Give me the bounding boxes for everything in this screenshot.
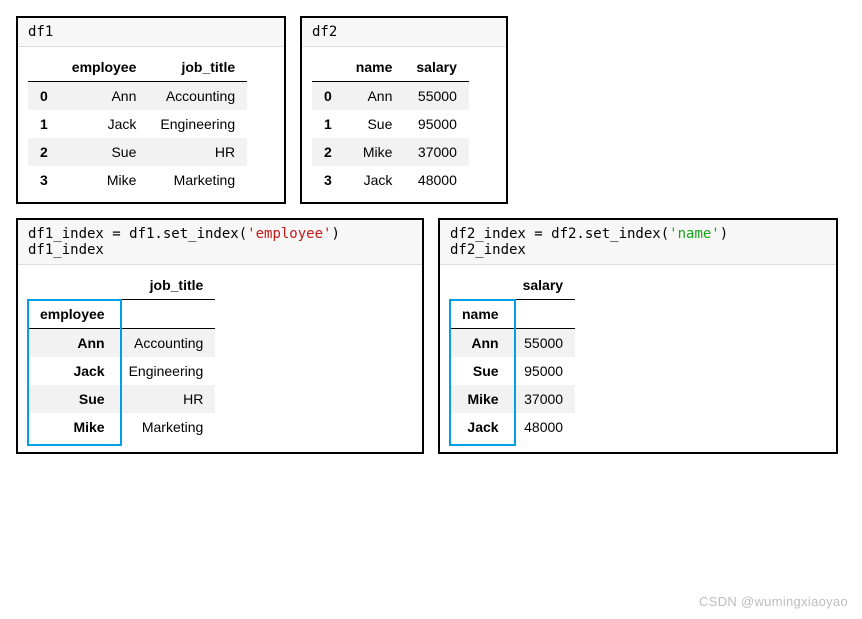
table-df2-index: salary name Ann 55000 Sue — [450, 271, 575, 441]
cell-salary: 55000 — [511, 328, 575, 357]
code-df1: df1 — [18, 18, 284, 47]
index-name-name: name — [450, 300, 511, 329]
row-index: Ann — [450, 328, 511, 357]
row-index: Jack — [28, 357, 117, 385]
cell-salary: 48000 — [511, 413, 575, 441]
row-index: 0 — [28, 82, 60, 111]
table-row: Sue 95000 — [450, 357, 575, 385]
indexed-table-wrap: salary name Ann 55000 Sue — [450, 271, 575, 441]
cell-salary: 95000 — [404, 110, 468, 138]
code-str: 'employee' — [247, 226, 331, 242]
panel-df1: df1 employee job_title 0 Ann Accounting — [16, 16, 286, 204]
table-df2: name salary 0 Ann 55000 1 Sue 95000 — [312, 53, 469, 194]
row-index: Sue — [450, 357, 511, 385]
table-row: 3 Mike Marketing — [28, 166, 247, 194]
row-index: Ann — [28, 328, 117, 357]
code-df1-index: df1_index = df1.set_index('employee') df… — [18, 220, 422, 265]
cell-name: Jack — [344, 166, 405, 194]
table-df1-index: job_title employee Ann Accounting — [28, 271, 215, 441]
corner-blank — [312, 53, 344, 82]
row-index: Jack — [450, 413, 511, 441]
table-row: 0 Ann Accounting — [28, 82, 247, 111]
row-index: 1 — [28, 110, 60, 138]
col-job_title: job_title — [117, 271, 216, 300]
row-index: 3 — [28, 166, 60, 194]
table-row: Ann 55000 — [450, 328, 575, 357]
code-str: 'name' — [669, 226, 720, 242]
cell-job_title: Accounting — [148, 82, 247, 111]
output-df2-index: salary name Ann 55000 Sue — [440, 265, 836, 452]
row-index: 2 — [312, 138, 344, 166]
row-index: Mike — [28, 413, 117, 441]
cell-job_title: Marketing — [117, 413, 216, 441]
col-job_title: job_title — [148, 53, 247, 82]
cell-job_title: HR — [117, 385, 216, 413]
index-name-employee: employee — [28, 300, 117, 329]
panel-df2-index: df2_index = df2.set_index('name') df2_in… — [438, 218, 838, 454]
cell-salary: 37000 — [511, 385, 575, 413]
bottom-row: df1_index = df1.set_index('employee') df… — [16, 218, 846, 454]
cell-salary: 95000 — [511, 357, 575, 385]
panel-df2: df2 name salary 0 Ann 55000 — [300, 16, 508, 204]
table-row: 2 Sue HR — [28, 138, 247, 166]
row-index: 2 — [28, 138, 60, 166]
cell-employee: Ann — [60, 82, 149, 111]
col-salary: salary — [404, 53, 468, 82]
output-df1: employee job_title 0 Ann Accounting 1 Ja… — [18, 47, 284, 202]
table-row: 0 Ann 55000 — [312, 82, 469, 111]
corner-blank — [28, 271, 117, 300]
col-name: name — [344, 53, 405, 82]
row-index: 1 — [312, 110, 344, 138]
cell-job_title: Accounting — [117, 328, 216, 357]
top-row: df1 employee job_title 0 Ann Accounting — [16, 16, 846, 204]
table-df1: employee job_title 0 Ann Accounting 1 Ja… — [28, 53, 247, 194]
table-row: 3 Jack 48000 — [312, 166, 469, 194]
cell-employee: Mike — [60, 166, 149, 194]
table-row: 1 Jack Engineering — [28, 110, 247, 138]
code-text: df2_index = df2.set_index( — [450, 226, 669, 242]
row-index: Sue — [28, 385, 117, 413]
cell-name: Sue — [344, 110, 405, 138]
row-index: Mike — [450, 385, 511, 413]
cell-job_title: Engineering — [117, 357, 216, 385]
cell-job_title: Engineering — [148, 110, 247, 138]
output-df1-index: job_title employee Ann Accounting — [18, 265, 422, 452]
table-row: 2 Mike 37000 — [312, 138, 469, 166]
cell-employee: Jack — [60, 110, 149, 138]
table-row: Jack 48000 — [450, 413, 575, 441]
corner-blank — [28, 53, 60, 82]
cell-salary: 37000 — [404, 138, 468, 166]
cell-employee: Sue — [60, 138, 149, 166]
row-index: 0 — [312, 82, 344, 111]
watermark: CSDN @wumingxiaoyao — [699, 594, 848, 609]
table-row: Mike Marketing — [28, 413, 215, 441]
col-salary: salary — [511, 271, 575, 300]
cell-name: Ann — [344, 82, 405, 111]
table-row: 1 Sue 95000 — [312, 110, 469, 138]
cell-salary: 48000 — [404, 166, 468, 194]
blank-header — [117, 300, 216, 329]
cell-job_title: HR — [148, 138, 247, 166]
table-row: Mike 37000 — [450, 385, 575, 413]
col-employee: employee — [60, 53, 149, 82]
cell-name: Mike — [344, 138, 405, 166]
code-df2: df2 — [302, 18, 506, 47]
cell-job_title: Marketing — [148, 166, 247, 194]
table-row: Ann Accounting — [28, 328, 215, 357]
table-row: Sue HR — [28, 385, 215, 413]
cell-salary: 55000 — [404, 82, 468, 111]
indexed-table-wrap: job_title employee Ann Accounting — [28, 271, 215, 441]
code-df2-index: df2_index = df2.set_index('name') df2_in… — [440, 220, 836, 265]
code-text: df1_index = df1.set_index( — [28, 226, 247, 242]
table-row: Jack Engineering — [28, 357, 215, 385]
output-df2: name salary 0 Ann 55000 1 Sue 95000 — [302, 47, 506, 202]
panel-df1-index: df1_index = df1.set_index('employee') df… — [16, 218, 424, 454]
blank-header — [511, 300, 575, 329]
corner-blank — [450, 271, 511, 300]
row-index: 3 — [312, 166, 344, 194]
